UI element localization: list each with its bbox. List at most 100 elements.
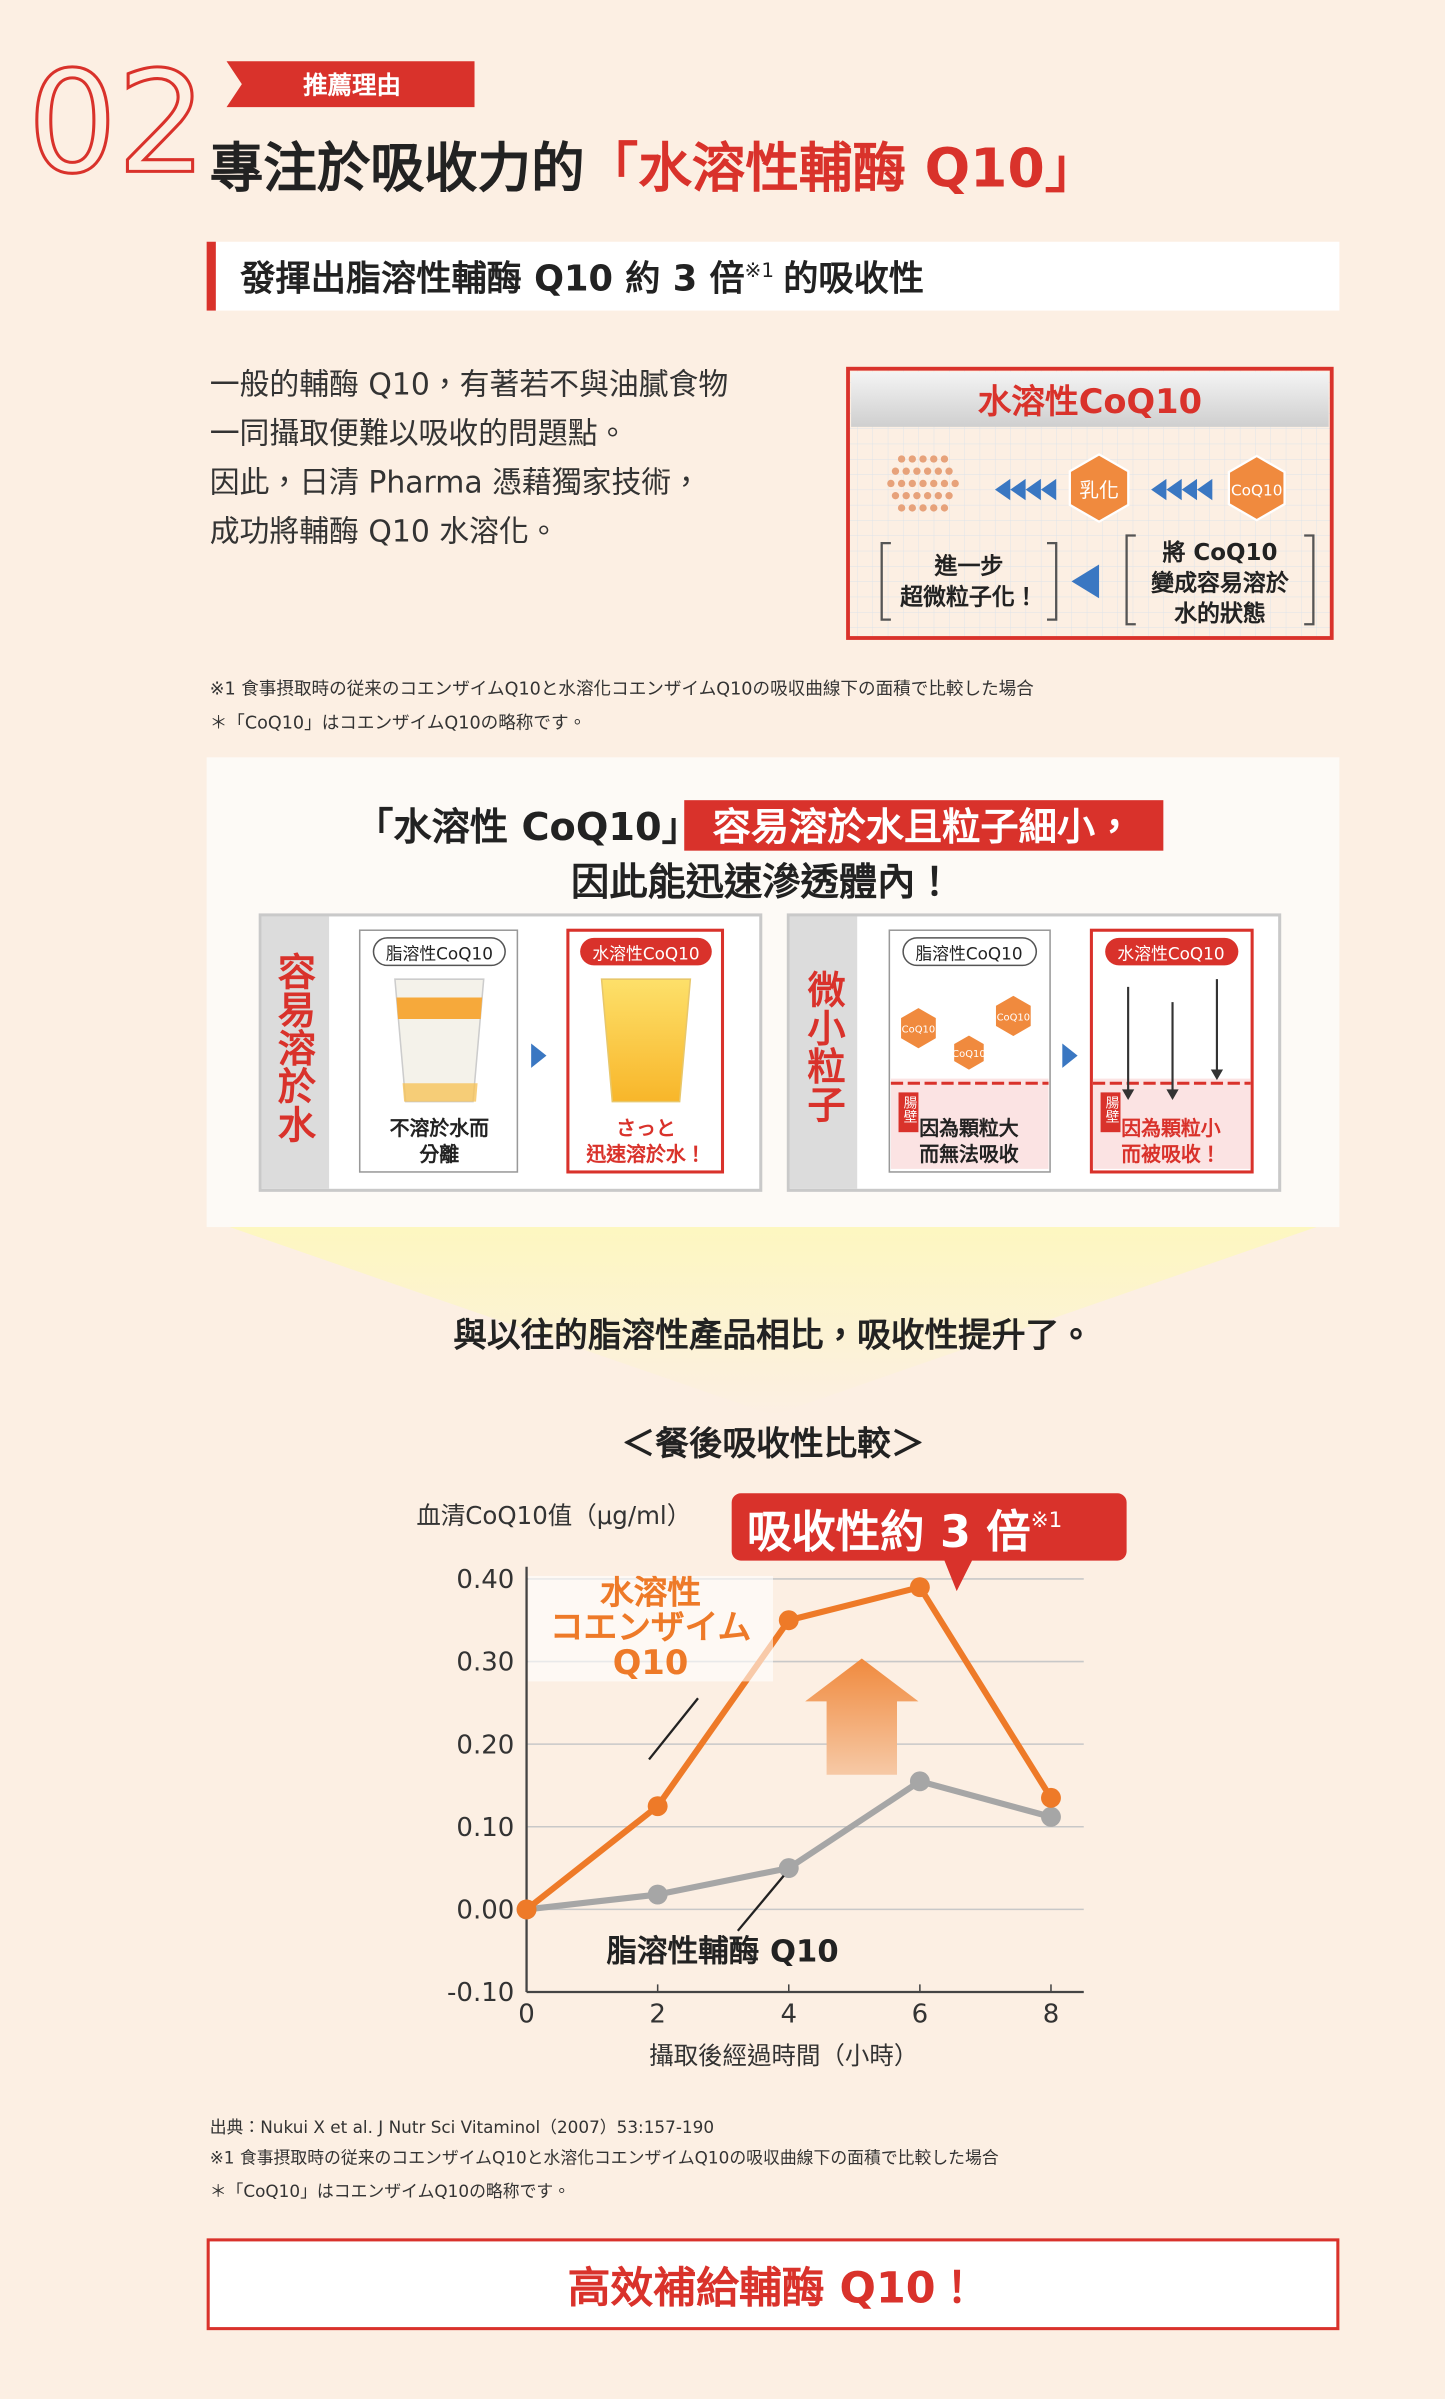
fine-particle [902, 467, 910, 475]
fine-particle [891, 492, 900, 500]
y-tick-label: 0.30 [456, 1648, 514, 1678]
brackets [880, 534, 1315, 626]
step-text: 變成容易溶於 [1151, 570, 1289, 597]
step-text: 超微粒子化！ [900, 583, 1038, 610]
series-label: 脂溶性輔酶 Q10 [606, 1933, 838, 1969]
data-point [909, 1577, 930, 1598]
fine-particle [930, 504, 938, 512]
y-tick-label: 0.00 [456, 1896, 514, 1926]
note: ※1 食事摂取時の従来のコエンザイムQ10と水溶化コエンザイムQ10の吸収曲線下… [210, 680, 1035, 700]
step-text: 將 CoQ10 [1163, 540, 1278, 566]
glass [600, 978, 692, 1103]
wall-tag [1100, 1092, 1121, 1133]
chart: ＜餐後吸收性比較＞ 血清CoQ10值（μg/ml） 攝取後經過時間（小時） -0… [416, 1424, 1127, 2070]
x-tick-label: 4 [780, 2000, 797, 2030]
intro-line: 一般的輔酶 Q10，有著若不與油膩食物 [210, 368, 728, 403]
fine-particle [940, 455, 949, 463]
panel-strip [261, 916, 330, 1189]
caption: 迅速溶於水！ [585, 1143, 705, 1166]
subtitle-note: ※1 [745, 259, 774, 282]
fine-particle [945, 492, 953, 500]
conclusion: 高效補給輔酶 Q10！ [568, 2264, 979, 2314]
feature-highlight-box [684, 800, 1164, 851]
x-tick-label: 0 [518, 2000, 535, 2030]
section-number: 02 [28, 41, 207, 205]
fine-particle [945, 467, 953, 475]
diagram-title-bar [851, 371, 1329, 427]
chart-title: ＜餐後吸收性比較＞ [622, 1424, 925, 1463]
wall-label: 腸壁 [900, 1095, 917, 1123]
card-tag-text: 脂溶性CoQ10 [915, 943, 1022, 963]
fine-particle [940, 479, 949, 488]
y-tick-label: -0.10 [447, 1978, 514, 2008]
data-point [647, 1884, 668, 1905]
data-point [778, 1858, 799, 1879]
headline-part: 專注於吸收力的 [210, 137, 585, 200]
fine-particle [934, 467, 943, 475]
tag-badge [226, 61, 475, 108]
note: ＊「CoQ10」はコエンザイムQ10の略称です。 [210, 713, 586, 733]
data-point [778, 1610, 799, 1631]
sediment [402, 1083, 478, 1102]
source-line: ＊「CoQ10」はコエンザイムQ10の略称です。 [210, 2181, 570, 2201]
notes: ※1 食事摂取時の従来のコエンザイムQ10と水溶化コエンザイムQ10の吸収曲線下… [210, 680, 1035, 734]
caption: 分離 [419, 1143, 459, 1166]
y-tick-label: 0.10 [456, 1813, 514, 1843]
card-tag [372, 937, 506, 967]
panel-arrow [1062, 1043, 1078, 1068]
absorb-arrow-heads [1122, 1069, 1224, 1101]
card-tag-text: 水溶性CoQ10 [1117, 943, 1224, 963]
absorb-arrows [1127, 979, 1218, 1094]
fine-particle [908, 455, 916, 463]
x-tick-label: 2 [649, 2000, 666, 2030]
x-tick-label: 6 [912, 2000, 929, 2030]
diagram: 水溶性CoQ10 乳化 CoQ10 進一步 超微粒子化！ 將 CoQ10 變成容… [846, 366, 1334, 640]
coq10-particle [951, 1032, 987, 1073]
subtitle-text: 發揮出脂溶性輔酶 Q10 約 3 倍 [239, 259, 744, 300]
fine-particle [897, 455, 906, 463]
data-point [1041, 1787, 1061, 1808]
particle-label: CoQ10 [952, 1049, 986, 1060]
fine-particle [930, 479, 938, 488]
x-axis-label: 攝取後經過時間（小時） [649, 2041, 918, 2070]
comparison: 與以往的脂溶性產品相比，吸收性提升了。 [453, 1315, 1093, 1354]
particle-label: CoQ10 [997, 1012, 1031, 1023]
fine-particle [891, 467, 900, 475]
emulsify-label: 乳化 [1079, 479, 1119, 502]
coq10-particle [898, 1005, 939, 1051]
label-leader [648, 1697, 699, 1761]
card-tag-text: 脂溶性CoQ10 [386, 943, 493, 963]
fine-particle [919, 455, 927, 463]
callout-box [731, 1493, 1127, 1592]
fine-particle [902, 492, 910, 500]
data-point [516, 1899, 537, 1920]
fine-particle [913, 492, 921, 500]
panel-label: 容易溶於水 [271, 951, 316, 1143]
step-arrow [1071, 564, 1100, 599]
panel-arrow [531, 1043, 547, 1068]
conclusion-box [206, 2238, 1340, 2331]
diagram-title: 水溶性CoQ10 [978, 382, 1202, 421]
intro-line: 一同攝取便難以吸收的問題點。 [210, 417, 628, 452]
wall-label: 腸壁 [1103, 1095, 1120, 1123]
feature-heading: 因此能迅速滲透體內！ [571, 860, 954, 905]
chevrons-part [994, 478, 1057, 501]
fine-particle [908, 479, 916, 488]
series-label-box: 水溶性 コエンザイム Q10 [528, 1575, 774, 1682]
x-tick-label: 8 [1043, 2000, 1060, 2030]
caption: さっと [616, 1117, 676, 1140]
particle-label: CoQ10 [1231, 482, 1283, 500]
panel-strip [789, 916, 858, 1189]
transition-glow [229, 1227, 1317, 1416]
data-point [909, 1771, 930, 1792]
y-tick-label: 0.20 [456, 1730, 514, 1760]
intro-line: 成功將輔酶 Q10 水溶化。 [210, 515, 559, 550]
fine-particle [930, 455, 938, 463]
fine-particle [923, 492, 932, 500]
fine-particle [897, 504, 906, 512]
subtitle: 發揮出脂溶性輔酶 Q10 約 3 倍※1 的吸收性 [239, 259, 924, 300]
fine-particle [913, 467, 921, 475]
